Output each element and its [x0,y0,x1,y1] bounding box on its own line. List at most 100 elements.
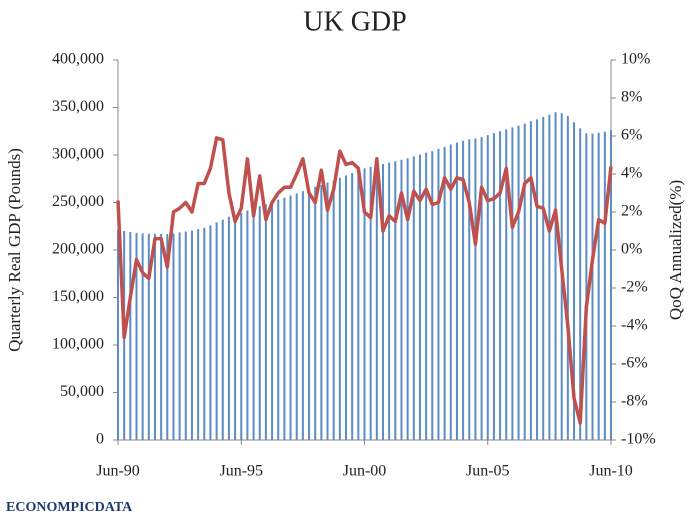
bar [536,119,539,440]
bar [178,232,181,440]
bar [197,229,200,440]
y2-tick-label: 4% [621,165,642,182]
bar [425,152,428,440]
y2-tick-label: 10% [621,51,650,68]
bar [388,162,391,440]
y2-tick-label: 8% [621,89,642,106]
bar [314,186,317,440]
logo: ECONOMPICDATA [6,500,133,515]
bar [462,140,465,440]
bar [295,193,298,440]
bar [203,227,206,440]
bar [345,175,348,441]
bar [320,184,323,440]
bar [351,173,354,441]
bar [566,116,569,441]
bar [381,164,384,440]
y2-tick-label: 0% [621,241,642,258]
bar [455,142,458,440]
bar [437,148,440,440]
bar [499,131,502,440]
bar [332,180,335,440]
y2-tick-label: -8% [621,393,648,410]
y-tick-label: 400,000 [52,51,104,68]
x-tick-label: Jun-10 [589,463,633,480]
bar [523,123,526,441]
bar [431,151,434,440]
bar [542,117,545,440]
bar [160,233,163,440]
bar [412,156,415,441]
bar [308,189,311,440]
bar [258,206,261,440]
bar [548,114,551,440]
bar [141,233,144,440]
y2-tick-label: -6% [621,355,648,372]
chart-title: UK GDP [303,6,406,37]
bar [474,138,477,440]
bar [190,230,193,440]
y-tick-label: 150,000 [52,288,104,305]
bar [240,212,243,440]
bar [480,136,483,440]
y-axis-title: Quarterly Real GDP (Pounds) [5,148,24,352]
bar [326,182,329,441]
y2-tick-label: -2% [621,279,648,296]
bar [277,199,280,440]
bar [529,121,532,441]
bar [289,195,292,440]
bar [129,231,132,440]
y-tick-label: 200,000 [52,241,104,258]
y2-tick-label: -4% [621,317,648,334]
bar [579,128,582,440]
bar [363,168,366,441]
bar [610,130,612,441]
bar [283,197,286,440]
bar [394,161,397,441]
bar [369,166,372,440]
bar [172,233,175,440]
bar [591,133,594,440]
bar [252,208,255,440]
y-tick-label: 350,000 [52,98,104,115]
bar [443,146,446,441]
bar [234,214,237,440]
bar [554,112,557,440]
bar [227,216,230,440]
bar [418,154,421,440]
x-tick-label: Jun-05 [466,463,510,480]
bar [135,232,138,440]
bar [338,177,341,441]
y-tick-label: 0 [96,431,104,448]
bar [400,159,403,440]
bar [215,222,218,440]
x-tick-label: Jun-95 [219,463,263,480]
bar [517,125,520,441]
bar [505,129,508,440]
bar [585,133,588,440]
bar [209,225,212,440]
y2-tick-label: 6% [621,127,642,144]
bar [486,135,489,441]
bar [603,131,606,440]
bar [117,230,119,440]
bar [271,202,274,440]
bar [449,144,452,441]
bar [375,165,378,440]
bar [147,233,150,440]
bar [221,219,224,440]
bar [153,233,156,440]
y2-tick-label: 2% [621,203,642,220]
bar [468,139,471,440]
bar [264,204,267,440]
y2-tick-label: -10% [621,431,656,448]
bar [492,133,495,440]
bar [573,122,576,440]
y-tick-label: 50,000 [60,383,104,400]
bar [406,158,409,440]
bar [301,191,304,440]
bar [246,210,249,440]
bar [357,170,360,441]
y-tick-label: 100,000 [52,336,104,353]
